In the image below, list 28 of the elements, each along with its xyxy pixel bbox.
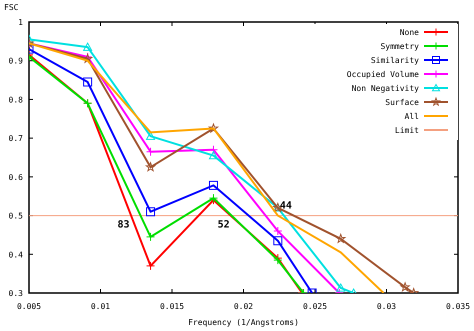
y-axis-title: FSC xyxy=(4,3,19,12)
annotation: 44 xyxy=(280,200,292,212)
y-tick-label: 0.7 xyxy=(8,134,24,144)
annotation: 52 xyxy=(218,220,230,231)
y-tick-label: 0.5 xyxy=(8,212,24,221)
x-tick-label: 0.01 xyxy=(90,302,110,311)
y-tick-label: 0.9 xyxy=(8,56,24,66)
y-tick-label: 1 xyxy=(18,18,24,27)
legend-label: Surface xyxy=(385,98,420,107)
legend-label: Occupied Volume xyxy=(346,70,420,79)
x-axis-title: Frequency (1/Angstroms) xyxy=(188,318,299,327)
y-tick-label: 0.8 xyxy=(8,95,24,104)
legend-label: Limit xyxy=(394,126,420,135)
x-tick-label: 0.015 xyxy=(160,302,184,311)
legend-label: Symmetry xyxy=(380,42,420,51)
annotation: 83 xyxy=(117,220,130,231)
legend-label: Non Negativity xyxy=(352,84,420,93)
legend-label: Similarity xyxy=(370,56,420,65)
legend-label: None xyxy=(400,28,420,37)
x-tick-label: 0.03 xyxy=(376,302,396,311)
y-tick-label: 0.4 xyxy=(8,250,24,260)
x-tick-label: 0.005 xyxy=(16,302,42,311)
x-tick-label: 0.02 xyxy=(234,302,254,311)
legend-label: All xyxy=(404,112,420,121)
x-tick-label: 0.035 xyxy=(446,302,470,311)
y-tick-label: 0.3 xyxy=(8,289,24,298)
y-tick-label: 0.6 xyxy=(8,172,24,182)
x-tick-label: 0.025 xyxy=(302,302,328,311)
